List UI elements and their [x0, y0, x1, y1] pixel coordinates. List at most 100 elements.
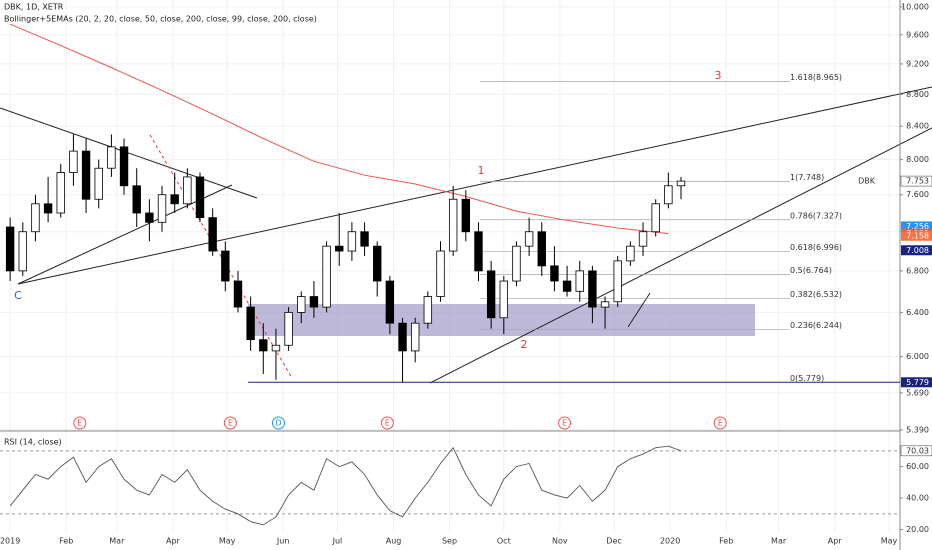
- candle-body: [221, 250, 230, 282]
- price-badge-label: 5.779: [906, 378, 929, 387]
- event-marker: [713, 416, 727, 430]
- x-tick-label: Feb: [719, 537, 733, 546]
- candle-body: [474, 231, 483, 272]
- candle-body: [638, 231, 648, 247]
- candle-body: [575, 270, 584, 292]
- candle-body: [157, 194, 167, 223]
- candle-body: [550, 265, 559, 282]
- trend-line: [429, 127, 932, 384]
- x-tick-label: Dec: [606, 537, 621, 546]
- candle-body: [512, 245, 521, 282]
- x-tick-label: 2019: [0, 537, 20, 546]
- x-tick-label: May: [881, 537, 898, 546]
- candle-body: [626, 245, 635, 262]
- y-tick-label: 8.800: [906, 90, 929, 99]
- candle-body: [107, 146, 116, 169]
- y-tick-label: 9.600: [906, 30, 929, 39]
- price-badge-label: 7.256: [906, 222, 929, 231]
- x-tick-label: Mar: [109, 537, 125, 546]
- fib-label: 0.786(7.327): [790, 211, 842, 220]
- candle-body: [259, 339, 268, 352]
- event-label: E: [228, 419, 233, 428]
- candle-body: [398, 322, 407, 352]
- candle-body: [195, 176, 205, 219]
- x-tick-label: 2020: [660, 537, 680, 546]
- last-price-label: 7.753: [906, 177, 929, 186]
- event-marker: [380, 416, 394, 430]
- candle-body: [600, 301, 610, 308]
- candle-body: [132, 185, 141, 214]
- candle-body: [360, 231, 369, 247]
- event-label: D: [275, 419, 281, 428]
- y-tick-label: 6.400: [906, 308, 929, 317]
- candle-body: [410, 322, 420, 352]
- x-tick-label: May: [219, 537, 236, 546]
- candle-body: [524, 231, 534, 247]
- candle-body: [499, 280, 508, 319]
- y-tick-label: 10.000: [901, 2, 929, 11]
- chart-title: DBK, 1D, XETR: [4, 3, 64, 12]
- y-tick-label: 9.200: [906, 59, 929, 68]
- candle-body: [69, 150, 78, 173]
- x-tick-label: Mar: [771, 537, 787, 546]
- x-tick-label: Feb: [59, 537, 73, 546]
- event-label: E: [562, 419, 567, 428]
- rsi-title: RSI (14, close): [4, 438, 62, 447]
- rsi-line: [9, 445, 682, 526]
- fib-label: 0.382(6.532): [790, 290, 842, 299]
- candle-body: [664, 185, 673, 205]
- arrow-line: [149, 134, 293, 379]
- x-tick-label: Apr: [166, 537, 181, 546]
- event-label: E: [385, 419, 390, 428]
- y-tick-label: 6.000: [906, 352, 929, 361]
- y-tick-label: 5.690: [906, 388, 929, 397]
- event-marker: [73, 416, 87, 430]
- x-tick-label: Nov: [552, 537, 568, 546]
- fib-label: 0.618(6.996): [790, 243, 842, 252]
- fib-label: 0.236(6.244): [790, 321, 842, 330]
- y-tick-label: 20.00: [906, 525, 929, 534]
- candle-body: [43, 203, 53, 214]
- x-tick-label: Apr: [828, 537, 843, 546]
- price-badge: [901, 221, 932, 232]
- candle-body: [651, 203, 660, 233]
- ma-line: [9, 23, 669, 235]
- candle-body: [385, 280, 395, 324]
- event-marker: [558, 416, 572, 430]
- trend-line: [0, 107, 258, 199]
- event-marker: [223, 416, 237, 430]
- candle-body: [284, 311, 293, 346]
- fib-label: 1.618(8.965): [790, 73, 842, 82]
- indicator-label: Bollinger+5EMAs (20, 2, 20, close, 50, c…: [4, 15, 317, 24]
- rsi-last-label: 70.03: [906, 446, 929, 455]
- candle-body: [208, 217, 217, 252]
- candle-body: [309, 296, 319, 308]
- candle-body: [31, 203, 40, 233]
- candle-body: [233, 280, 243, 308]
- candle-body: [145, 212, 154, 223]
- candle-body: [5, 226, 15, 272]
- grid: [0, 0, 900, 532]
- candle-body: [613, 260, 622, 303]
- event-label: E: [77, 419, 82, 428]
- x-tick-label: Oct: [497, 537, 511, 546]
- last-price-mark: [900, 175, 932, 187]
- candle-body: [56, 172, 65, 214]
- wave-label: 1: [478, 164, 485, 177]
- symbol-label: DBK: [858, 177, 876, 186]
- candle-body: [81, 150, 91, 200]
- fib-label: 0(5.779): [790, 374, 824, 383]
- candle-body: [436, 250, 445, 297]
- y-tick-label: 40.00: [906, 494, 929, 503]
- price-badge-label: 7.158: [906, 231, 929, 240]
- candle-body: [183, 176, 192, 205]
- candle-body: [94, 167, 103, 200]
- candle-body: [373, 245, 382, 282]
- price-badge: [901, 377, 932, 388]
- candle-body: [461, 198, 471, 233]
- x-tick-label: Jul: [332, 537, 343, 546]
- event-marker: [271, 416, 285, 430]
- y-tick-label: 8.000: [906, 155, 929, 164]
- candle-body: [246, 306, 255, 341]
